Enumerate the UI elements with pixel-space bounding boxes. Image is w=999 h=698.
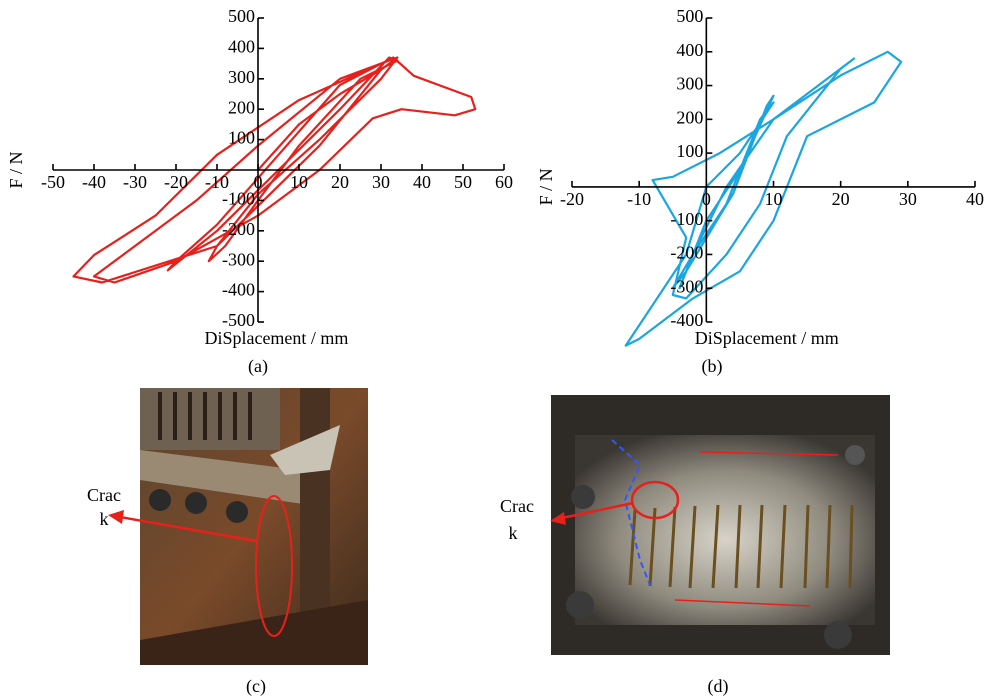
x-tick-label: 20 bbox=[832, 189, 850, 209]
hysteresis-curve bbox=[626, 52, 901, 346]
x-axis-label: DiSplacement / mm bbox=[695, 328, 839, 348]
caption: (d) bbox=[708, 676, 729, 697]
x-tick-label: -50 bbox=[41, 172, 65, 192]
y-tick-label: -100 bbox=[222, 189, 255, 209]
x-tick-label: 20 bbox=[331, 172, 349, 192]
y-tick-label: -400 bbox=[670, 310, 703, 330]
annotation: Crac bbox=[87, 485, 121, 505]
x-tick-label: 30 bbox=[899, 189, 917, 209]
y-tick-label: -400 bbox=[222, 280, 255, 300]
x-tick-label: 60 bbox=[495, 172, 513, 192]
photo-d bbox=[550, 395, 890, 655]
y-tick-label: -300 bbox=[222, 249, 255, 269]
caption: (c) bbox=[246, 676, 266, 697]
y-tick-label: -200 bbox=[670, 243, 703, 263]
y-tick-label: 200 bbox=[676, 107, 703, 127]
x-tick-label: 10 bbox=[290, 172, 308, 192]
photo-c bbox=[108, 388, 368, 665]
y-tick-label: -200 bbox=[222, 219, 255, 239]
y-tick-label: 400 bbox=[228, 37, 255, 57]
x-tick-label: 30 bbox=[372, 172, 390, 192]
x-tick-label: 10 bbox=[765, 189, 783, 209]
annotation: k bbox=[509, 523, 518, 543]
x-tick-label: -30 bbox=[123, 172, 147, 192]
x-tick-label: 50 bbox=[454, 172, 472, 192]
y-tick-label: -500 bbox=[222, 310, 255, 330]
caption: (b) bbox=[702, 356, 723, 377]
caption: (a) bbox=[248, 356, 268, 377]
y-tick-label: 300 bbox=[676, 74, 703, 94]
y-tick-label: 500 bbox=[228, 6, 255, 26]
x-tick-label: 40 bbox=[966, 189, 984, 209]
x-tick-label: -20 bbox=[164, 172, 188, 192]
annotation: Crac bbox=[500, 496, 534, 516]
y-tick-label: 100 bbox=[228, 128, 255, 148]
y-tick-label: 100 bbox=[676, 141, 703, 161]
x-tick-label: 0 bbox=[702, 189, 711, 209]
x-tick-label: -40 bbox=[82, 172, 106, 192]
y-axis-label: F / N bbox=[6, 151, 26, 188]
x-axis-label: DiSplacement / mm bbox=[204, 328, 348, 348]
annotation: k bbox=[100, 509, 109, 529]
y-tick-label: -300 bbox=[670, 276, 703, 296]
y-tick-label: 400 bbox=[676, 40, 703, 60]
y-tick-label: 300 bbox=[228, 67, 255, 87]
y-axis-label: F / N bbox=[536, 168, 556, 205]
y-tick-label: 500 bbox=[676, 6, 703, 26]
x-tick-label: -20 bbox=[560, 189, 584, 209]
y-tick-label: -100 bbox=[670, 209, 703, 229]
x-tick-label: 40 bbox=[413, 172, 431, 192]
x-tick-label: -10 bbox=[627, 189, 651, 209]
figure: (c) (d) Crac k Crac k -50-40-30-20-10010… bbox=[0, 0, 999, 698]
y-tick-label: 200 bbox=[228, 97, 255, 117]
